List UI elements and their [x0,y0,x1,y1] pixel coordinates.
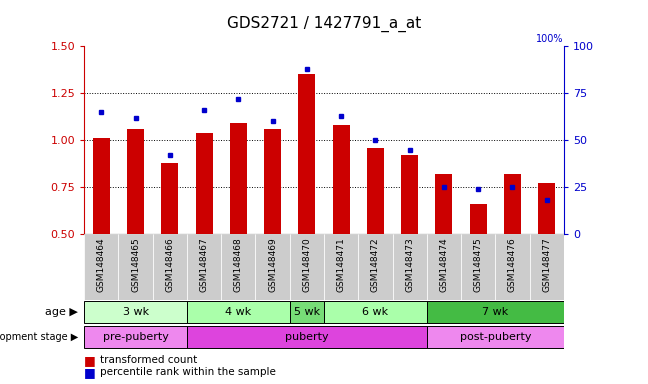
Bar [393,234,427,300]
Bar [187,301,290,323]
Bar [367,148,384,234]
Text: GSM148476: GSM148476 [508,237,517,292]
Bar [401,155,418,234]
Text: 3 wk: 3 wk [122,307,148,317]
Bar [290,301,324,323]
Text: pre-puberty: pre-puberty [102,332,168,342]
Text: GSM148474: GSM148474 [439,237,448,292]
Bar [538,184,555,234]
Text: GSM148469: GSM148469 [268,237,277,292]
Bar [427,326,564,348]
Text: GSM148477: GSM148477 [542,237,551,292]
Text: GSM148464: GSM148464 [97,237,106,292]
Bar [161,163,178,234]
Text: GSM148470: GSM148470 [303,237,312,292]
Bar [427,234,461,300]
Bar [435,174,452,234]
Text: GSM148473: GSM148473 [405,237,414,292]
Bar [461,234,495,300]
Bar [84,301,187,323]
Bar [221,234,255,300]
Text: 100%: 100% [537,34,564,44]
Text: GSM148465: GSM148465 [131,237,140,292]
Text: ■: ■ [84,366,96,379]
Text: transformed count: transformed count [100,355,198,365]
Bar [324,234,358,300]
Bar [264,129,281,234]
Text: GSM148468: GSM148468 [234,237,243,292]
Bar [332,125,350,234]
Text: ■: ■ [84,354,96,367]
Text: post-puberty: post-puberty [459,332,531,342]
Text: puberty: puberty [285,332,329,342]
Text: age ▶: age ▶ [45,307,78,317]
Bar [187,234,221,300]
Bar [298,74,316,234]
Text: GSM148467: GSM148467 [200,237,209,292]
Text: development stage ▶: development stage ▶ [0,332,78,342]
Bar [470,204,487,234]
Bar [93,138,110,234]
Bar [495,234,529,300]
Text: GSM148475: GSM148475 [474,237,483,292]
Bar [84,234,119,300]
Bar [127,129,144,234]
Bar [358,234,393,300]
Bar [290,234,324,300]
Bar [503,174,521,234]
Text: percentile rank within the sample: percentile rank within the sample [100,367,276,377]
Text: 4 wk: 4 wk [226,307,251,317]
Bar [153,234,187,300]
Text: GSM148471: GSM148471 [336,237,345,292]
Bar [119,234,153,300]
Bar [324,301,427,323]
Text: 5 wk: 5 wk [294,307,320,317]
Text: 6 wk: 6 wk [362,307,388,317]
Text: GDS2721 / 1427791_a_at: GDS2721 / 1427791_a_at [227,15,421,31]
Bar [427,301,564,323]
Bar [84,326,187,348]
Text: GSM148466: GSM148466 [165,237,174,292]
Bar [255,234,290,300]
Text: 7 wk: 7 wk [482,307,509,317]
Text: GSM148472: GSM148472 [371,237,380,292]
Bar [230,123,247,234]
Bar [529,234,564,300]
Bar [196,132,213,234]
Bar [187,326,427,348]
